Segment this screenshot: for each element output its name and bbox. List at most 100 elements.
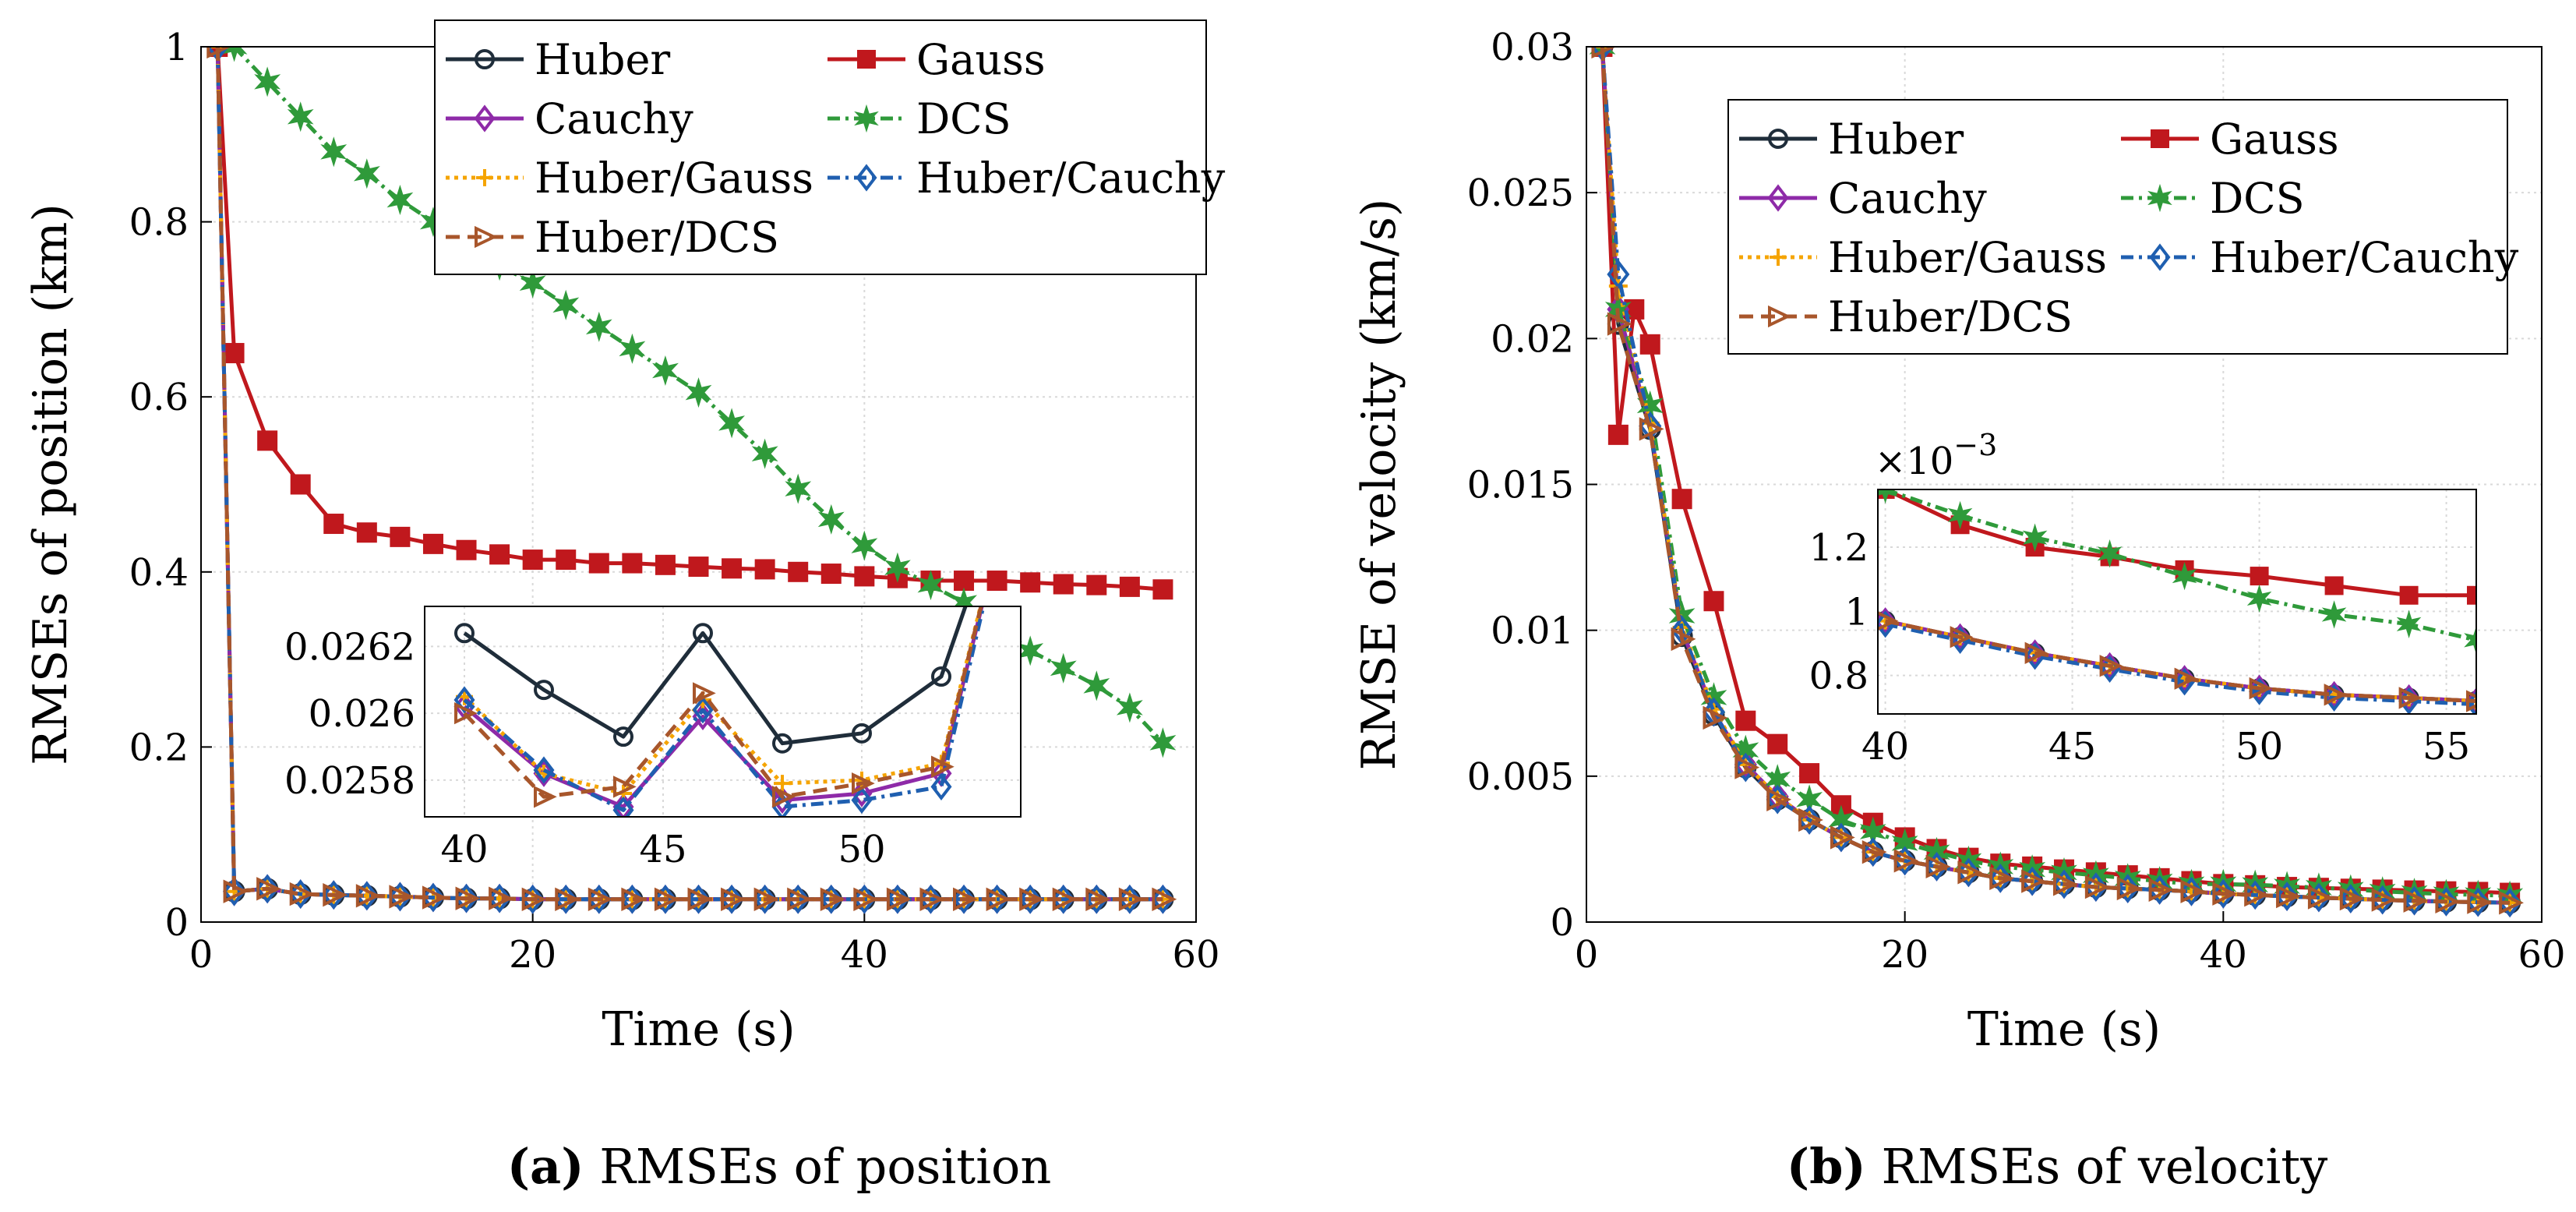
inset-x-tick-label: 50 — [2235, 725, 2283, 769]
caption-a: (a) RMSEs of position — [507, 1138, 1052, 1195]
b-point-huber-dcs — [1591, 47, 1617, 59]
b-inset-series-dcs — [1878, 489, 2476, 655]
inset-x-tick-label: 40 — [440, 828, 488, 871]
a-point-huber-cauchy — [852, 884, 876, 914]
inset-exponent-power: −3 — [1953, 428, 1997, 462]
b-point-huber-cauchy — [2211, 878, 2235, 909]
a-point-huber-cauchy — [1052, 884, 1075, 914]
legend-item-huber: Huber — [1739, 115, 1964, 164]
caption-a-text: RMSEs of position — [584, 1138, 1052, 1195]
b-point-huber-dcs — [1989, 866, 2015, 891]
b-inset-point-dcs — [1878, 489, 1898, 504]
b-point-huber-cauchy — [1861, 837, 1885, 867]
b-point-huber-dcs — [1607, 312, 1632, 336]
legend-label: Huber/Cauchy — [916, 154, 1226, 203]
inset-x-tick-label: 50 — [838, 828, 885, 871]
b-point-huber-cauchy — [1766, 784, 1789, 814]
legend-label: Huber — [535, 35, 670, 84]
b-inset-point-gauss — [2324, 576, 2344, 595]
b-inset-point-huber-dcs — [1950, 626, 1974, 648]
a-inset-point-huber — [454, 623, 475, 644]
inset-border — [1877, 489, 2477, 715]
a-point-huber-dcs — [621, 887, 647, 911]
legend-label: DCS — [916, 94, 1011, 143]
caption-a-letter: (a) — [507, 1138, 584, 1195]
b-point-huber-dcs — [2116, 876, 2142, 901]
a-point-huber-dcs — [1052, 887, 1078, 911]
legend-swatch-marker — [475, 225, 498, 249]
b-point-huber-cauchy — [1957, 857, 1980, 888]
a-point-huber-dcs — [654, 887, 679, 911]
b-point-huber-dcs — [1830, 825, 1855, 850]
b-point-huber-dcs — [2244, 883, 2270, 907]
a-point-dcs — [519, 267, 546, 299]
legend: Huber Gauss Cauchy DCS Huber/Gauss Huber/Cauc… — [434, 19, 1226, 275]
b-point-huber-cauchy — [2307, 882, 2331, 913]
a-point-huber-dcs — [886, 887, 912, 911]
a-point-gauss — [622, 553, 643, 574]
b-inset-point-huber-dcs — [2249, 677, 2273, 700]
a-inset-point-huber-dcs — [534, 786, 557, 808]
a-inset-point-huber-dcs — [613, 776, 637, 798]
b-inset-point-dcs — [2022, 523, 2048, 552]
y-tick-label: 0.01 — [1491, 610, 1574, 653]
y-tick-label: 0.025 — [1467, 171, 1574, 215]
b-point-huber-dcs — [1734, 755, 1760, 779]
a-point-huber-dcs — [323, 883, 348, 907]
a-point-huber-dcs — [223, 879, 249, 903]
a-inset-point-huber — [534, 680, 554, 701]
b-point-huber-cauchy — [2020, 866, 2044, 896]
b-point-huber-dcs — [1639, 417, 1664, 441]
b-point-huber-dcs — [2435, 889, 2461, 913]
a-inset-point-huber — [772, 733, 792, 754]
a-point-huber-cauchy — [1018, 884, 1042, 914]
a-point-huber-dcs — [1085, 887, 1111, 911]
a-point-gauss — [820, 564, 842, 585]
b-point-huber-cauchy — [2403, 885, 2426, 916]
y-axis-title: RMSEs of position (km) — [23, 203, 78, 765]
a-inset-line-cauchy — [463, 606, 984, 809]
legend-label: Huber/DCS — [1828, 292, 2073, 341]
a-point-huber-dcs — [289, 882, 315, 906]
a-inset-line-huber-cauchy — [463, 606, 986, 812]
a-point-gauss — [722, 558, 743, 579]
a-point-dcs — [585, 311, 612, 342]
a-inset-line-huber-dcs — [463, 606, 983, 799]
b-point-huber-dcs — [2021, 869, 2046, 893]
legend-swatch-marker — [474, 104, 496, 133]
legend-label: Huber/Cauchy — [2210, 233, 2519, 282]
a-point-dcs — [884, 552, 911, 583]
y-tick-label: 0 — [164, 901, 189, 945]
a-point-huber-cauchy — [1151, 884, 1174, 914]
a-series-huber-dcs — [206, 47, 1177, 911]
b-inset-point-cauchy — [2324, 680, 2345, 708]
x-tick-label: 20 — [509, 933, 556, 977]
legend-item-cauchy: Cauchy — [446, 94, 693, 143]
a-point-dcs — [552, 289, 580, 320]
legend-label: Gauss — [2210, 115, 2339, 164]
legend-swatch-marker — [854, 104, 879, 133]
a-point-dcs — [751, 438, 778, 469]
x-tick-label: 0 — [1575, 933, 1599, 977]
legend-swatch-marker — [2149, 243, 2171, 271]
a-point-huber-dcs — [555, 887, 580, 911]
b-point-huber-dcs — [1893, 849, 1919, 873]
a-point-gauss — [257, 430, 278, 451]
legend-label: Cauchy — [1828, 174, 1987, 223]
x-axis-title: Time (s) — [602, 1002, 795, 1057]
y-axis-title: RMSE of velocity (km/s) — [1352, 199, 1406, 771]
a-point-huber-cauchy — [554, 884, 577, 914]
a-point-huber-cauchy — [488, 883, 511, 913]
a-point-huber-dcs — [986, 887, 1011, 911]
a-point-huber-cauchy — [686, 884, 711, 914]
b-point-huber-cauchy — [2275, 882, 2299, 911]
a-point-dcs — [254, 66, 281, 97]
a-point-huber-cauchy — [1118, 884, 1142, 914]
a-inset-point-huber-dcs — [772, 786, 796, 808]
a-point-dcs — [817, 504, 845, 535]
b-inset-point-cauchy — [2465, 687, 2476, 714]
a-point-huber-dcs — [389, 885, 415, 909]
a-point-huber-dcs — [1118, 887, 1144, 911]
b-inset-point-dcs — [1947, 500, 1973, 530]
caption-b: (b) RMSEs of velocity — [1787, 1138, 2328, 1195]
